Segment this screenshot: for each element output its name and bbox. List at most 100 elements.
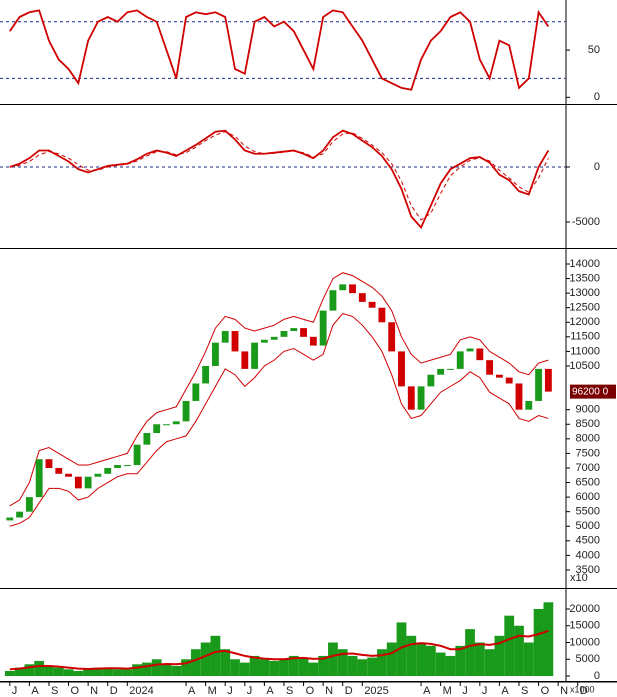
candle bbox=[241, 351, 249, 369]
y-tick-label: 13000 bbox=[569, 287, 600, 299]
y-tick-label: 9000 bbox=[576, 404, 600, 416]
volume-bar bbox=[220, 649, 231, 677]
candle bbox=[466, 348, 474, 352]
x-tick-label: A bbox=[31, 685, 39, 697]
volume-bar bbox=[102, 667, 113, 677]
volume-bar bbox=[151, 659, 162, 677]
candle bbox=[329, 290, 337, 311]
x-tick-label: A bbox=[266, 685, 274, 697]
volume-bar bbox=[298, 657, 309, 677]
y-tick-label: 20000 bbox=[569, 603, 600, 615]
y-tick-label: 50 bbox=[588, 44, 600, 56]
volume-bar bbox=[386, 642, 397, 677]
y-tick-label: 6000 bbox=[576, 491, 600, 503]
x-tick-label: J bbox=[482, 685, 488, 697]
y-tick-label: 11000 bbox=[570, 345, 600, 357]
volume-bar bbox=[161, 664, 172, 677]
x-tick-label: 2024 bbox=[129, 685, 153, 697]
y-tick-label: 8500 bbox=[576, 418, 600, 430]
candle bbox=[35, 459, 43, 498]
candle bbox=[378, 307, 386, 323]
volume-bar bbox=[337, 649, 348, 677]
volume-bar bbox=[53, 667, 64, 677]
candle bbox=[505, 377, 513, 384]
candle bbox=[6, 517, 14, 521]
candle bbox=[437, 368, 445, 375]
volume-bar bbox=[122, 669, 133, 677]
series-line bbox=[9, 312, 549, 527]
y-tick-label: 6500 bbox=[576, 476, 600, 488]
x-tick-label: S bbox=[521, 685, 528, 697]
series-line bbox=[9, 131, 549, 221]
candle bbox=[368, 301, 376, 308]
volume-bar bbox=[44, 665, 54, 677]
volume-bar bbox=[406, 635, 417, 677]
volume-bar bbox=[269, 660, 280, 677]
volume-bar bbox=[543, 602, 554, 677]
candle bbox=[339, 284, 347, 291]
x-tick-label: J bbox=[227, 685, 233, 697]
candle bbox=[456, 351, 464, 369]
candle bbox=[398, 351, 405, 387]
y-tick-label: 5500 bbox=[576, 506, 600, 518]
candle bbox=[525, 400, 533, 410]
volume-bar bbox=[279, 659, 289, 677]
y-tick-label: 4500 bbox=[576, 535, 600, 547]
y-tick-label: 3500 bbox=[576, 564, 600, 576]
volume-bar bbox=[239, 662, 250, 677]
series-line bbox=[9, 272, 549, 507]
y-tick-label: 11500 bbox=[570, 331, 600, 343]
y-tick-label: 13500 bbox=[569, 272, 600, 284]
candle bbox=[133, 444, 141, 466]
volume-bar bbox=[504, 615, 515, 677]
volume-bar bbox=[190, 649, 201, 677]
candle bbox=[182, 400, 190, 422]
candle bbox=[495, 374, 503, 378]
x-tick-label: O bbox=[71, 685, 80, 697]
candle bbox=[74, 476, 82, 489]
volume-bar bbox=[318, 655, 329, 677]
candle bbox=[300, 328, 307, 337]
volume-bar bbox=[416, 642, 426, 677]
candle bbox=[221, 331, 229, 343]
candle bbox=[104, 467, 112, 474]
x-tick-label: 2025 bbox=[364, 685, 388, 697]
y-tick-label: 14000 bbox=[569, 258, 600, 270]
y-tick-label: 10500 bbox=[569, 360, 600, 372]
volume-bar bbox=[14, 667, 25, 677]
candle bbox=[231, 331, 239, 352]
y-tick-label: 0 bbox=[594, 670, 600, 682]
x-tick-label: O bbox=[541, 685, 550, 697]
candle bbox=[476, 348, 484, 361]
volume-bar bbox=[259, 659, 270, 677]
candle bbox=[349, 284, 356, 294]
y-tick-label: 5000 bbox=[576, 520, 600, 532]
candle bbox=[163, 424, 170, 426]
candle bbox=[427, 374, 435, 387]
candle bbox=[143, 432, 151, 445]
volume-bar bbox=[73, 670, 84, 677]
x-tick-label: J bbox=[247, 685, 253, 697]
candle bbox=[123, 465, 131, 467]
candle bbox=[25, 497, 33, 512]
unit-label: x1000 bbox=[570, 684, 595, 694]
last-price-box bbox=[570, 384, 616, 399]
volume-bar bbox=[523, 642, 534, 677]
volume-bar bbox=[112, 669, 123, 677]
candle bbox=[55, 467, 63, 474]
x-tick-label: D bbox=[580, 685, 588, 697]
series-line bbox=[9, 129, 550, 230]
candle bbox=[544, 368, 552, 392]
volume-bar bbox=[377, 649, 387, 677]
volume-bar bbox=[347, 655, 358, 677]
x-tick-label: D bbox=[345, 685, 353, 697]
volume-bar bbox=[34, 660, 45, 677]
x-tick-label: M bbox=[208, 685, 217, 697]
candle bbox=[358, 293, 366, 302]
candle bbox=[417, 386, 425, 410]
series-line bbox=[9, 9, 550, 91]
y-tick-label: 12500 bbox=[569, 302, 600, 314]
x-tick-label: S bbox=[286, 685, 293, 697]
candle bbox=[260, 339, 268, 343]
